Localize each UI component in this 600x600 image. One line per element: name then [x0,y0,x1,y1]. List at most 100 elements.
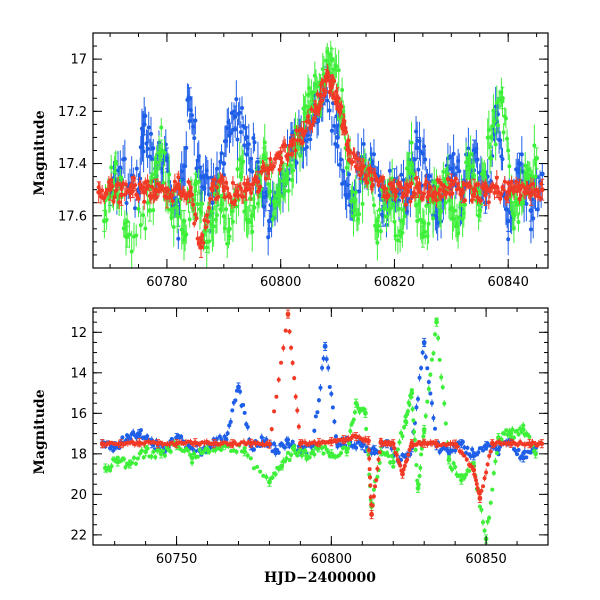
data-point-blue [453,448,458,453]
data-point-green [348,429,353,434]
data-point-red [298,138,303,143]
data-point-green [494,450,499,455]
data-point-green [192,182,198,187]
data-point-green [286,450,290,455]
data-point-red [501,187,506,192]
data-point-red [386,193,391,198]
data-point-green [251,466,256,471]
data-point-blue [176,236,181,241]
data-point-blue [483,443,489,449]
data-point-green [129,249,134,254]
data-point-blue [528,208,534,213]
top-panel: 60780 60800 60820 60840 17 17.2 17.4 17.6 [58,32,549,290]
data-point-blue [308,137,313,142]
data-point-green [421,427,427,432]
x-tick-label: 60840 [488,275,529,290]
data-point-blue [327,384,332,389]
data-point-blue [531,216,536,221]
data-point-blue [416,396,420,401]
data-point-blue [414,405,419,410]
data-point-red [198,244,204,250]
data-point-blue [471,148,477,153]
data-point-red [353,434,359,440]
data-point-red [536,190,541,195]
data-point-red [214,185,219,190]
data-point-blue [429,401,434,406]
data-point-blue [137,431,142,436]
data-point-blue [219,151,224,156]
data-point-green [371,203,376,208]
data-point-green [291,447,297,453]
data-point-green [396,206,401,211]
data-point-red [136,196,141,201]
data-point-green [496,435,501,441]
data-point-red [286,152,291,157]
data-point-red [392,187,397,193]
data-point-red [110,184,115,189]
data-point-blue [285,441,291,447]
data-point-green [124,234,130,240]
data-point-green [267,479,272,485]
data-point-green [533,174,538,179]
data-point-red [172,179,177,184]
data-point-green [395,447,400,452]
data-point-green [425,399,430,404]
data-point-blue [255,166,261,172]
data-point-red [394,452,399,457]
data-point-green [411,172,416,177]
data-point-green [261,155,267,161]
data-point-red [407,184,412,189]
data-point-green [139,448,144,453]
data-point-red [444,190,449,195]
data-point-blue [169,437,174,442]
data-point-green [287,458,292,463]
data-point-green [417,473,422,478]
data-point-green [420,234,426,240]
data-point-blue [506,237,511,242]
data-point-blue [225,431,230,436]
data-point-green [451,461,456,466]
data-point-blue [369,161,375,166]
bottom-plot-frame [92,307,549,546]
data-point-red [471,467,477,473]
data-point-red [332,79,337,84]
data-point-green [419,452,424,457]
data-point-green [441,169,446,174]
data-point-blue [528,227,533,232]
data-point-blue [273,447,279,453]
data-point-green [113,161,119,166]
data-point-red [249,191,254,196]
data-point-green [255,464,260,469]
data-point-blue [122,156,127,161]
data-point-red [434,441,439,447]
data-point-red [290,360,295,365]
data-point-blue [242,143,247,148]
data-point-blue [346,192,352,198]
data-point-red [329,82,335,88]
data-point-green [353,400,359,406]
data-point-blue [326,365,331,370]
data-point-red [323,77,329,83]
data-point-green [400,434,405,439]
data-point-blue [448,166,454,172]
data-point-green [143,449,149,455]
data-point-green [494,100,499,105]
data-point-green [234,449,239,454]
data-point-green [204,239,210,245]
data-point-blue [179,434,184,439]
data-point-blue [294,160,299,165]
y-tick-label: 20 [70,488,87,503]
data-point-blue [305,133,310,138]
data-point-blue [321,356,326,361]
data-point-green [311,90,316,95]
data-point-red [471,187,477,193]
data-point-blue [189,113,194,118]
data-point-red [244,187,249,193]
data-point-green [205,447,210,453]
data-point-green [125,219,130,224]
data-point-green [493,142,498,147]
data-point-red [279,360,284,365]
data-point-red [426,189,431,195]
data-point-red [276,153,281,158]
